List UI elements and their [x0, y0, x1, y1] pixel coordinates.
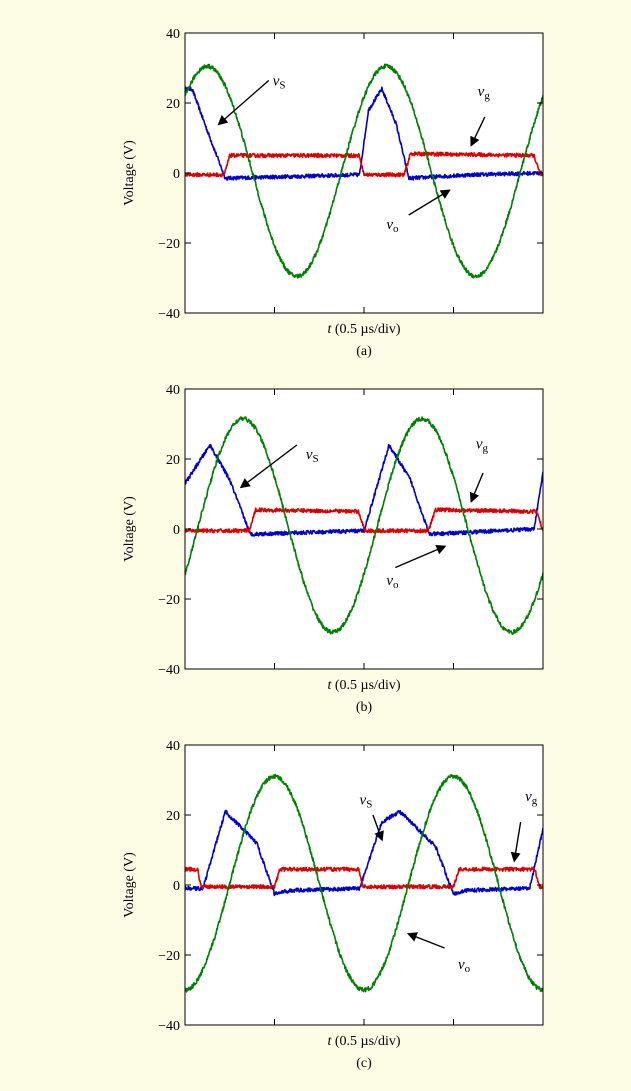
- panel-label: (c): [356, 1056, 372, 1071]
- series-group: [185, 416, 543, 636]
- y-tick-label: 0: [173, 167, 180, 182]
- series-group: [185, 773, 543, 993]
- annotation-arrow-o: [406, 932, 445, 949]
- chart-panel-3: 40 20 0 −20 −40 Voltage (V) t (0.5 µs/div) (c) v…: [122, 739, 544, 1071]
- annotation-label-s: vS: [273, 74, 286, 92]
- panel-label: (a): [356, 344, 372, 359]
- annotation-arrow-o: [395, 545, 447, 569]
- y-tick-label: 20: [166, 453, 180, 468]
- y-tick-label: −20: [158, 593, 180, 608]
- annotation-arrow-o: [408, 189, 451, 216]
- y-tick-label: −40: [158, 663, 180, 678]
- y-tick-label: −40: [158, 1019, 180, 1034]
- y-tick-label: 0: [173, 523, 180, 538]
- annotation-arrow-s: [372, 814, 384, 842]
- y-tick-label: −40: [158, 307, 180, 322]
- x-axis-label: t (0.5 µs/div): [327, 322, 400, 337]
- annotation-arrow-g: [510, 821, 522, 863]
- y-tick-label: 20: [166, 809, 180, 824]
- x-axis-label: t (0.5 µs/div): [327, 678, 400, 693]
- chart-panel-1: 40 20 0 −20 −40 Voltage (V) t (0.5 µs/div) (a) v…: [122, 27, 544, 359]
- y-tick-label: 20: [166, 97, 180, 112]
- series-line-2: [185, 507, 543, 534]
- annotation-label-g: vg: [478, 84, 491, 102]
- annotation-label-g: vg: [525, 789, 538, 807]
- annotation-arrow-s: [217, 79, 270, 126]
- panel-label: (b): [356, 700, 373, 715]
- y-tick-label: −20: [158, 237, 180, 252]
- y-axis-label: Voltage (V): [122, 140, 137, 206]
- y-tick-label: 40: [166, 27, 180, 42]
- annotation-arrow-g: [469, 472, 484, 503]
- y-axis-label: Voltage (V): [122, 852, 137, 918]
- annotation-arrow-s: [239, 444, 298, 489]
- y-axis-label: Voltage (V): [122, 496, 137, 562]
- annotation-label-s: vS: [306, 447, 319, 465]
- annotation-label-g: vg: [476, 437, 489, 455]
- series-line-3: [185, 773, 543, 993]
- annotation-label-o: vo: [386, 573, 399, 591]
- x-axis-label: t (0.5 µs/div): [327, 1034, 400, 1049]
- y-tick-label: 40: [166, 383, 180, 398]
- annotation-label-o: vo: [386, 217, 399, 235]
- y-tick-label: 40: [166, 739, 180, 754]
- series-group: [185, 63, 543, 279]
- series-line-3: [185, 63, 543, 279]
- y-tick-label: −20: [158, 949, 180, 964]
- annotation-label-s: vS: [360, 793, 373, 811]
- chart-panel-2: 40 20 0 −20 −40 Voltage (V) t (0.5 µs/div) (b) v…: [122, 383, 544, 715]
- y-tick-label: 0: [173, 879, 180, 894]
- series-line-2: [185, 866, 543, 890]
- annotation-label-o: vo: [458, 957, 471, 975]
- series-line-3: [185, 416, 543, 636]
- series-line-1: [185, 86, 543, 181]
- series-line-1: [185, 443, 543, 537]
- annotation-arrow-g: [470, 116, 486, 147]
- series-line-2: [185, 151, 543, 178]
